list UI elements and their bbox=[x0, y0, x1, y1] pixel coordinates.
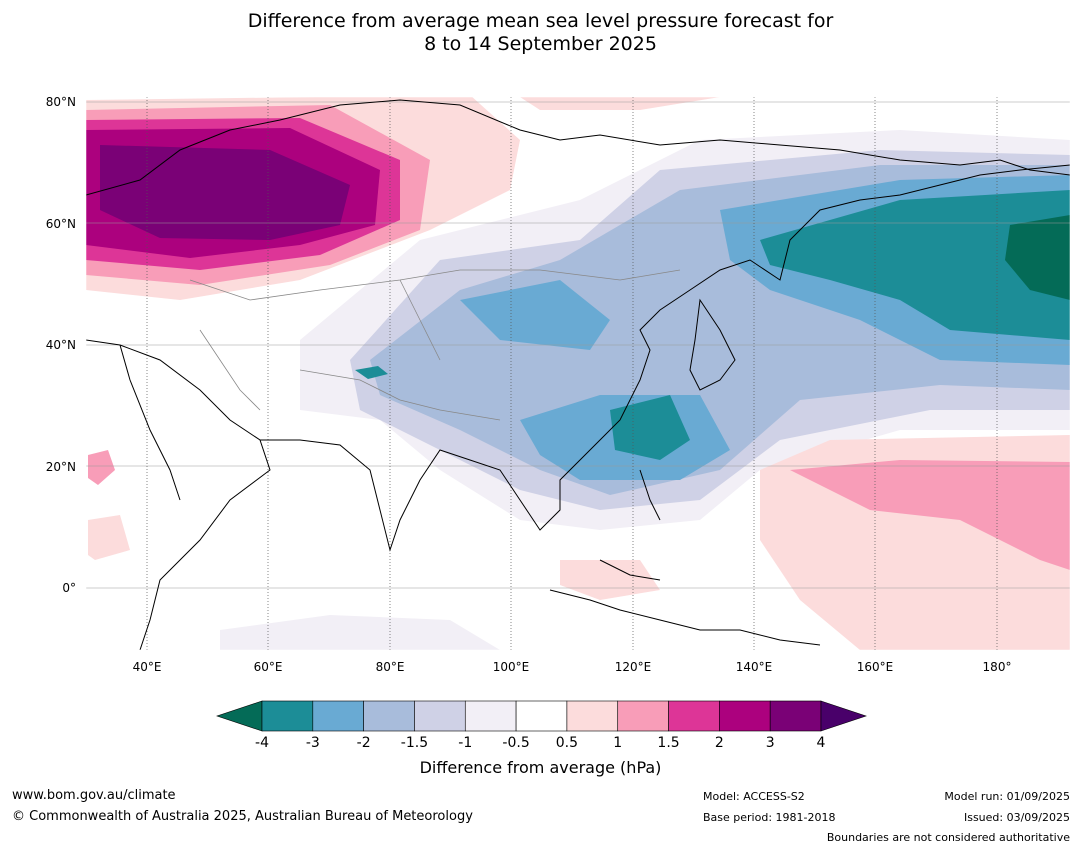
footer-boundaries: Boundaries are not considered authoritat… bbox=[826, 831, 1070, 844]
colorbar: -4 -3 -2 -1.5 -1 -0.5 0.5 1 1.5 2 3 4 bbox=[216, 700, 867, 751]
anomaly-region-africa-pink bbox=[88, 515, 130, 560]
footer-issued: Issued: 03/09/2025 bbox=[963, 811, 1070, 824]
lon-label: 180° bbox=[983, 660, 1012, 674]
colorbar-tick-label: 2 bbox=[715, 735, 724, 751]
colorbar-tick-label: -2 bbox=[357, 735, 371, 751]
lon-label: 80°E bbox=[376, 660, 405, 674]
pressure-anomaly-field bbox=[86, 97, 1070, 650]
lat-label: 40°N bbox=[46, 338, 76, 352]
colorbar-min-arrow bbox=[216, 700, 263, 732]
footer-base-period: Base period: 1981-2018 bbox=[703, 811, 836, 824]
lat-label: 80°N bbox=[46, 95, 76, 109]
title-line-2: 8 to 14 September 2025 bbox=[424, 33, 657, 55]
chart-title: Difference from average mean sea level p… bbox=[0, 10, 1081, 56]
longitude-labels: 40°E 60°E 80°E 100°E 120°E 140°E 160°E 1… bbox=[133, 660, 1012, 674]
lon-label: 60°E bbox=[254, 660, 283, 674]
lon-label: 120°E bbox=[615, 660, 652, 674]
lon-label: 40°E bbox=[133, 660, 162, 674]
colorbar-tick-label: -3 bbox=[306, 735, 320, 751]
country-borders bbox=[189, 269, 681, 421]
map-frame bbox=[85, 96, 1071, 651]
colorbar-segment bbox=[668, 700, 720, 732]
footer-url: www.bom.gov.au/climate bbox=[12, 788, 176, 803]
footer-copyright: © Commonwealth of Australia 2025, Austra… bbox=[12, 809, 473, 824]
anomaly-region-asia-4 bbox=[1005, 215, 1070, 300]
latitude-labels: 80°N 60°N 40°N 20°N 0° bbox=[46, 95, 76, 595]
anomaly-region-indian-ocean bbox=[220, 615, 500, 650]
colorbar-segment bbox=[769, 700, 822, 732]
colorbar-segment bbox=[363, 700, 415, 732]
lon-label: 100°E bbox=[493, 660, 530, 674]
colorbar-title: Difference from average (hPa) bbox=[419, 758, 662, 777]
colorbar-max-arrow bbox=[820, 700, 867, 732]
colorbar-tick-label: 1 bbox=[613, 735, 622, 751]
colorbar-segment bbox=[414, 700, 466, 732]
colorbar-tick-label: -4 bbox=[255, 735, 269, 751]
colorbar-tick-label: 4 bbox=[817, 735, 826, 751]
lon-label: 160°E bbox=[857, 660, 894, 674]
lat-label: 20°N bbox=[46, 460, 76, 474]
colorbar-segment bbox=[312, 700, 364, 732]
longitude-gridlines bbox=[146, 97, 998, 650]
colorbar-segment bbox=[464, 700, 517, 732]
colorbar-segment bbox=[719, 700, 771, 732]
colorbar-tick-label: -1.5 bbox=[401, 735, 428, 751]
latitude-gridlines bbox=[86, 101, 1070, 589]
colorbar-tick-label: 0.5 bbox=[556, 735, 578, 751]
anomaly-region-tibet-teal bbox=[355, 366, 388, 379]
anomaly-region-asia-3 bbox=[610, 190, 1070, 460]
footer-model: Model: ACCESS-S2 bbox=[703, 790, 805, 803]
anomaly-region-pacific-1 bbox=[790, 460, 1070, 570]
colorbar-segment bbox=[261, 700, 314, 732]
footer-model-run: Model run: 01/09/2025 bbox=[944, 790, 1070, 803]
title-line-1: Difference from average mean sea level p… bbox=[247, 10, 834, 32]
colorbar-segment bbox=[566, 700, 619, 732]
coastlines bbox=[86, 99, 1070, 650]
anomaly-region-arctic-pink bbox=[520, 97, 720, 110]
colorbar-tick-label: -0.5 bbox=[502, 735, 529, 751]
colorbar-tick-label: 1.5 bbox=[657, 735, 679, 751]
anomaly-region-maritime-pink bbox=[560, 560, 660, 600]
colorbar-segment bbox=[617, 700, 669, 732]
colorbar-tick-label: 3 bbox=[766, 735, 775, 751]
lat-label: 0° bbox=[62, 581, 76, 595]
lat-label: 60°N bbox=[46, 217, 76, 231]
colorbar-segment bbox=[515, 700, 568, 732]
anomaly-region-arabia bbox=[88, 450, 115, 485]
anomaly-region-west-russia-3 bbox=[100, 145, 350, 240]
colorbar-tick-label: -1 bbox=[458, 735, 472, 751]
lon-label: 140°E bbox=[736, 660, 773, 674]
